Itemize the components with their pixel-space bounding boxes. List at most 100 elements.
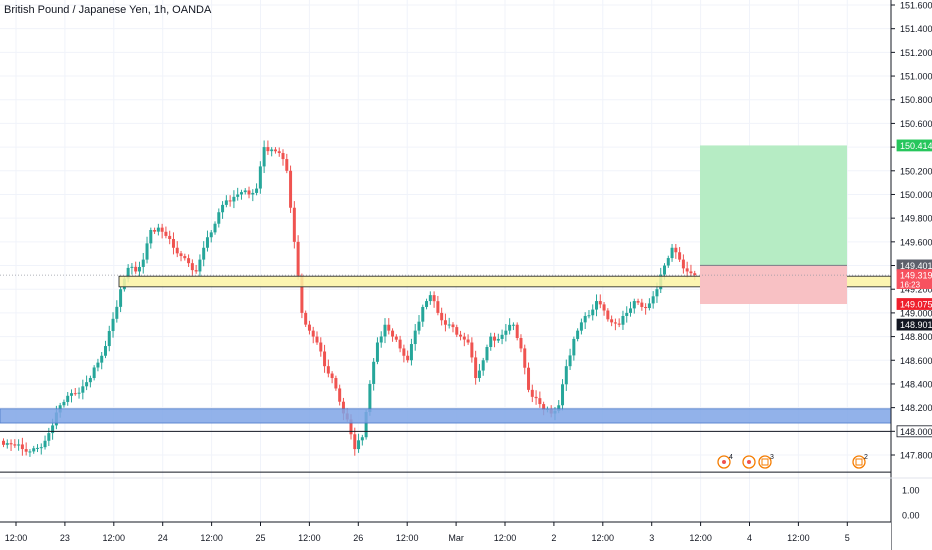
candle-body xyxy=(425,301,429,307)
candle-body xyxy=(678,252,682,260)
candle-body xyxy=(2,440,5,445)
candle xyxy=(168,230,172,245)
event-dot xyxy=(722,460,726,464)
candle-body xyxy=(9,443,13,445)
candle xyxy=(228,195,232,207)
candle-body xyxy=(391,330,395,337)
long-position-tool[interactable] xyxy=(700,145,847,305)
candle-body xyxy=(296,241,300,276)
candle xyxy=(134,261,138,274)
candle-body xyxy=(576,330,580,339)
candle-body xyxy=(530,389,534,397)
candle xyxy=(43,435,47,450)
candle-body xyxy=(523,348,527,368)
candle-body xyxy=(20,444,24,450)
candle xyxy=(239,189,243,200)
candle xyxy=(621,310,625,330)
candle-body xyxy=(432,295,436,302)
candle xyxy=(398,335,402,353)
candle-body xyxy=(190,263,194,271)
candle-body xyxy=(164,231,168,236)
candle xyxy=(530,384,534,403)
time-tick-label: 2 xyxy=(551,533,556,543)
candle-body xyxy=(538,398,542,405)
price-tag: 149.075 xyxy=(896,298,932,310)
candle-body xyxy=(511,324,515,326)
candle-body xyxy=(273,149,277,152)
candle-body xyxy=(629,308,633,313)
time-tick-label: 25 xyxy=(255,533,265,543)
candle-body xyxy=(364,412,368,438)
candle xyxy=(171,232,175,255)
candle xyxy=(598,294,602,309)
candle-body xyxy=(145,243,149,260)
candle-body xyxy=(666,258,670,266)
candle-body xyxy=(402,348,406,356)
candle xyxy=(285,153,289,174)
candle xyxy=(39,443,43,455)
horizontal-lines[interactable] xyxy=(0,274,891,473)
candle xyxy=(273,147,277,154)
candle xyxy=(425,298,429,310)
candle xyxy=(289,165,293,213)
candle xyxy=(326,359,330,378)
candle xyxy=(307,320,311,335)
candle-body xyxy=(285,159,289,171)
time-axis[interactable]: 12:00 23 12:00 24 12:00 25 12:00 26 12:00 Mar 12:0… xyxy=(0,521,891,550)
candle xyxy=(670,243,674,262)
candle xyxy=(613,318,617,331)
candle-body xyxy=(251,192,255,195)
candle-body xyxy=(693,273,697,275)
time-tick-label: 26 xyxy=(353,533,363,543)
candle xyxy=(160,223,164,239)
candle-body xyxy=(493,336,497,341)
candle-body xyxy=(160,227,164,232)
time-tick-label: 3 xyxy=(649,533,654,543)
candle-body xyxy=(5,443,9,445)
candle-body xyxy=(47,433,51,441)
candle xyxy=(602,302,606,316)
candle-body xyxy=(81,386,85,393)
candle xyxy=(583,312,587,329)
price-tick-label: 149.800 xyxy=(900,214,932,224)
price-tick-label: 151.000 xyxy=(900,72,932,82)
candle xyxy=(2,438,5,448)
candle xyxy=(587,310,591,319)
candle xyxy=(383,318,387,344)
candle-body xyxy=(205,237,209,248)
candle-body xyxy=(349,419,353,435)
time-tick-label: 24 xyxy=(158,533,168,543)
candle xyxy=(625,306,629,323)
candle xyxy=(149,227,153,249)
candle-body xyxy=(651,296,655,304)
candle xyxy=(527,362,531,393)
candle xyxy=(119,286,123,313)
dividend-event-icon: 4 xyxy=(717,454,733,469)
price-tag-label: 150.414 xyxy=(900,141,932,151)
candle xyxy=(334,375,338,391)
candle-body xyxy=(281,153,285,160)
event-count: 4 xyxy=(729,454,733,461)
candle-body xyxy=(179,253,183,257)
candle xyxy=(459,330,463,341)
candle xyxy=(511,322,515,331)
price-tag-bg xyxy=(896,298,932,310)
candle xyxy=(251,189,255,202)
candle xyxy=(81,379,85,400)
event-count: 2 xyxy=(864,454,868,461)
candle-body xyxy=(307,324,311,331)
candle-body xyxy=(69,393,73,396)
candle-body xyxy=(508,324,512,331)
candle xyxy=(198,254,202,277)
candle xyxy=(323,344,327,373)
candle-body xyxy=(372,361,376,384)
price-tag-label: 149.319 xyxy=(900,271,932,281)
candle-body xyxy=(107,331,111,347)
candle xyxy=(77,387,81,399)
candle-body xyxy=(134,266,138,272)
candle xyxy=(568,348,572,370)
price-tick-label: 148.800 xyxy=(900,332,932,342)
candle xyxy=(156,223,160,236)
